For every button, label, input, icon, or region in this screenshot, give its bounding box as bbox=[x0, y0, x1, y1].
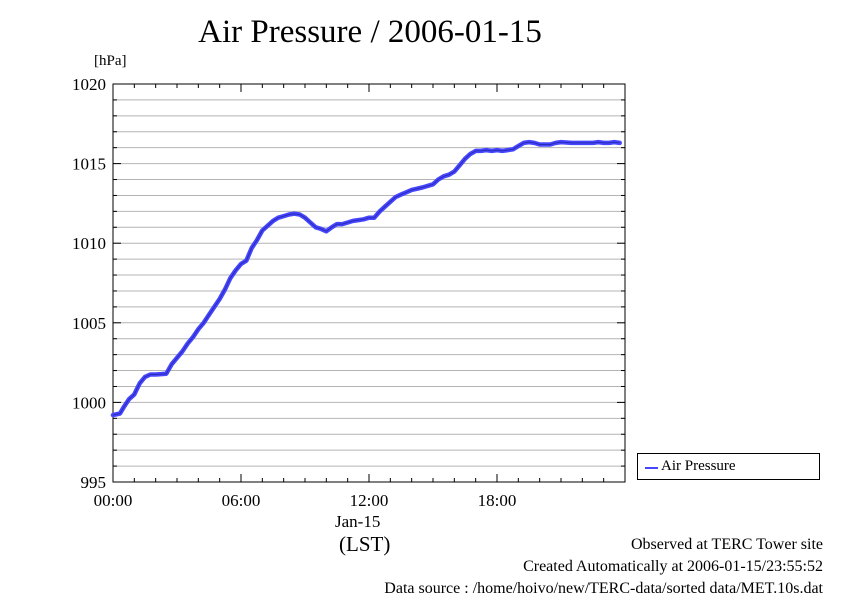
y-tick-label: 1015 bbox=[72, 155, 106, 174]
y-tick-label: 995 bbox=[81, 473, 107, 492]
plot-frame bbox=[112, 83, 626, 483]
x-tick-label: 12:00 bbox=[350, 491, 389, 510]
y-tick-label: 1010 bbox=[72, 234, 106, 253]
grid-lines bbox=[113, 99, 625, 467]
x-tick-labels: 00:00 06:00 12:00 18:00 bbox=[94, 491, 517, 510]
series-line-core bbox=[112, 141, 620, 416]
y-tick-label: 1005 bbox=[72, 314, 106, 333]
x-axis-date-label: Jan-15 bbox=[335, 512, 381, 531]
y-tick-label: 1020 bbox=[72, 75, 106, 94]
x-tick-label: 00:00 bbox=[94, 491, 133, 510]
y-axis-unit-label: [hPa] bbox=[94, 53, 127, 69]
x-tick-label: 18:00 bbox=[478, 491, 517, 510]
axis-ticks bbox=[112, 83, 626, 483]
series-layer bbox=[110, 139, 622, 418]
legend-label: Air Pressure bbox=[661, 458, 736, 474]
legend: Air Pressure bbox=[637, 453, 820, 480]
chart-title: Air Pressure / 2006-01-15 bbox=[198, 14, 542, 50]
footer-observed: Observed at TERC Tower site bbox=[630, 536, 823, 553]
footer-created: Created Automatically at 2006-01-15/23:5… bbox=[523, 558, 823, 575]
x-tick-label: 06:00 bbox=[222, 491, 261, 510]
footer-data-source: Data source : /home/hoivo/new/TERC-data/… bbox=[384, 580, 823, 597]
x-axis-label: (LST) bbox=[339, 532, 391, 556]
series-line bbox=[110, 139, 622, 418]
y-tick-labels: 995 1000 1005 1010 1015 1020 bbox=[72, 75, 106, 492]
legend-swatch bbox=[645, 467, 658, 469]
y-tick-label: 1000 bbox=[72, 393, 106, 412]
